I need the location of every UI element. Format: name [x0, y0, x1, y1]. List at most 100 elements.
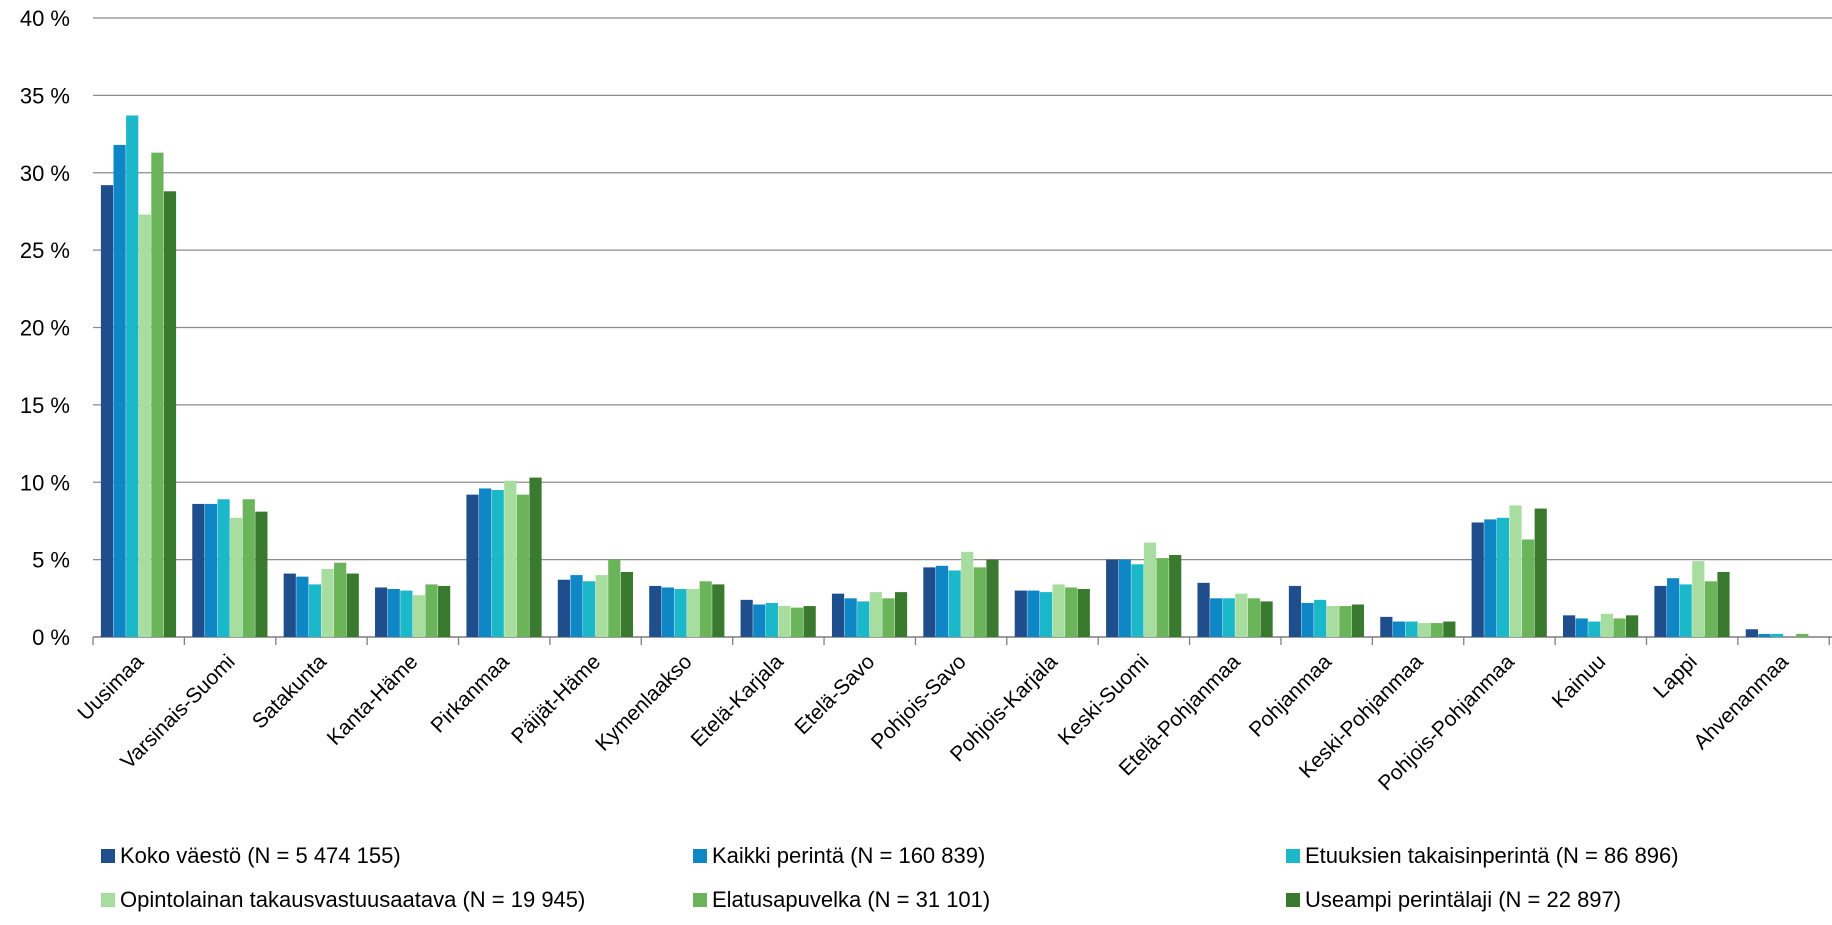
bar: [1575, 618, 1588, 637]
y-tick-label: 20 %: [20, 316, 70, 341]
bar: [192, 503, 205, 637]
bar: [753, 604, 766, 637]
bar: [1392, 621, 1406, 637]
bar: [1106, 559, 1119, 637]
bar: [1405, 621, 1418, 637]
y-tick-label: 0 %: [32, 625, 70, 650]
bar: [894, 592, 908, 637]
bar: [163, 191, 177, 637]
bar: [1588, 621, 1601, 637]
bar: [882, 598, 895, 637]
legend-swatch: [101, 893, 115, 907]
bar: [1679, 584, 1692, 637]
x-category-label: Pirkanmaa: [427, 650, 514, 737]
bar: [1247, 598, 1261, 637]
bar: [1484, 519, 1497, 637]
bar: [217, 499, 230, 637]
x-category-label: Uusimaa: [73, 650, 148, 725]
bar: [1380, 616, 1393, 637]
bar: [935, 565, 949, 637]
bar: [151, 152, 164, 637]
y-axis-tick-labels: 0 % 5 % 10 % 15 % 20 % 25 % 30 % 35 % 40 %: [20, 6, 70, 650]
bar: [1654, 585, 1667, 637]
bar: [242, 499, 255, 637]
bar: [712, 584, 725, 637]
bar: [1418, 623, 1431, 637]
bar: [1326, 606, 1339, 637]
legend-swatch: [693, 893, 707, 907]
bar: [649, 585, 662, 637]
bar: [1260, 601, 1273, 637]
gridlines: [93, 17, 1832, 561]
bar: [1052, 584, 1065, 637]
x-category-label: Kainuu: [1548, 650, 1611, 713]
bar: [1351, 604, 1365, 637]
legend-swatch: [101, 849, 115, 863]
x-category-label: Päijät-Häme: [507, 650, 605, 748]
y-tick-label: 10 %: [20, 470, 70, 495]
bar: [387, 589, 400, 637]
bar: [1692, 561, 1705, 637]
bar: [255, 511, 268, 637]
bar: [438, 585, 451, 637]
bar: [1600, 613, 1614, 637]
bar: [308, 584, 322, 637]
bar: [100, 185, 114, 637]
bar: [699, 581, 712, 637]
bar: [1065, 587, 1078, 637]
y-tick-label: 30 %: [20, 161, 70, 186]
bar: [1077, 589, 1090, 637]
bar: [961, 551, 974, 637]
bar: [1666, 578, 1680, 637]
bar: [986, 559, 999, 637]
bar: [1704, 581, 1717, 637]
bar: [765, 602, 778, 637]
y-tick-label: 5 %: [32, 548, 70, 573]
bar: [346, 573, 359, 637]
bar: [1222, 598, 1235, 637]
bar: [973, 567, 986, 637]
bar: [857, 601, 870, 637]
x-category-label: Pohjois-Savo: [867, 650, 971, 754]
x-category-label: Lappi: [1649, 650, 1702, 703]
bar: [1613, 618, 1626, 637]
legend-swatch: [1286, 849, 1300, 863]
bar: [1027, 590, 1040, 637]
bar: [296, 576, 309, 637]
bar: [138, 214, 151, 637]
x-axis: [92, 636, 1832, 645]
bar: [113, 144, 126, 637]
bar: [740, 599, 753, 637]
bar: [1509, 505, 1522, 637]
bar: [479, 488, 492, 637]
bar: [570, 575, 583, 637]
bar: [557, 579, 571, 637]
bar: [1717, 572, 1730, 637]
bar: [491, 489, 504, 637]
legend-label: Opintolainan takausvastuusaatava (N = 19…: [120, 887, 585, 912]
bar: [1534, 508, 1547, 637]
legend-label: Etuuksien takaisinperintä (N = 86 896): [1305, 843, 1679, 868]
bar: [1626, 615, 1639, 637]
y-tick-label: 15 %: [20, 393, 70, 418]
x-category-label: Etelä-Savo: [790, 650, 879, 739]
bar: [1430, 623, 1443, 637]
bar: [1143, 542, 1157, 637]
legend: Koko väestö (N = 5 474 155) Kaikki perint…: [101, 843, 1679, 912]
bar: [1745, 629, 1758, 637]
bar: [529, 477, 542, 637]
bar: [595, 575, 608, 637]
bar: [1288, 585, 1302, 637]
bar: [1169, 554, 1182, 637]
x-category-label: Kanta-Häme: [323, 650, 423, 750]
bars: [100, 115, 1809, 638]
x-category-label: Keski-Suomi: [1054, 650, 1154, 750]
bar: [321, 568, 334, 637]
bar: [790, 607, 804, 637]
bar: [1014, 590, 1027, 637]
bar: [283, 573, 296, 637]
bar: [948, 570, 961, 637]
y-tick-label: 40 %: [20, 6, 70, 31]
bar: [1471, 522, 1484, 637]
